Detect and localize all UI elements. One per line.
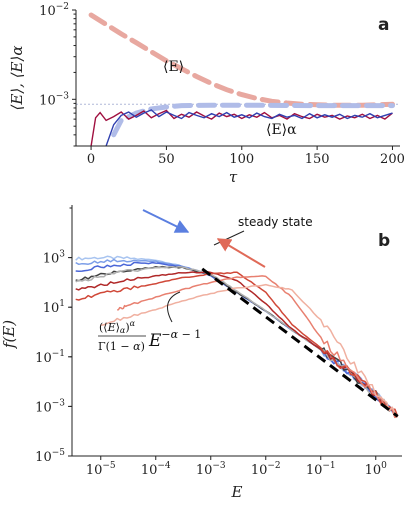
panel-b-xtick-label: 10−3 bbox=[196, 461, 226, 478]
formula-power: E−α − 1 bbox=[148, 328, 201, 351]
annotation-mean-E: ⟨E⟩ bbox=[163, 59, 184, 75]
panel-a-ytick-label: 10−2 bbox=[39, 2, 69, 19]
panel-a-ytick-label: 10−3 bbox=[39, 91, 69, 108]
panel-b-xtick-label: 10−1 bbox=[306, 461, 336, 478]
panel-b-ytick-label: 101 bbox=[43, 299, 65, 316]
panel-b-series bbox=[76, 256, 398, 417]
formula: (⟨E⟩α)α Γ(1 − α) E−α − 1 bbox=[98, 319, 201, 353]
panel-b-ytick-label: 10−1 bbox=[35, 349, 65, 366]
panel-b-ytick-label: 10−5 bbox=[35, 448, 65, 465]
panel-a-xtick-label: 200 bbox=[380, 152, 405, 167]
annotation-steady-state: steady state bbox=[238, 215, 313, 229]
panel-b-ylabel: f(E) bbox=[0, 320, 18, 349]
formula-numerator: (⟨E⟩α)α bbox=[99, 319, 136, 335]
panel-b-xtick-label: 100 bbox=[365, 461, 388, 478]
panel-b-xlabel: E bbox=[231, 483, 243, 501]
panel-a-xtick-label: 100 bbox=[229, 152, 254, 167]
panel-b-series-1 bbox=[76, 260, 398, 417]
panel-b-xtick-label: 10−4 bbox=[141, 461, 171, 478]
steady-state-pointer bbox=[214, 231, 244, 245]
panel-a-xtick-label: 150 bbox=[305, 152, 330, 167]
panel-a-xtick-label: 0 bbox=[87, 152, 95, 167]
panel-b: 10−5 10−4 10−3 10−2 10−1 100 103 101 10−1 10−3 10−… bbox=[0, 205, 402, 501]
panel-b-ticks: 10−5 10−4 10−3 10−2 10−1 100 103 101 10−1 10−3 10−… bbox=[35, 208, 387, 478]
arrow-blue bbox=[143, 210, 188, 232]
formula-pointer bbox=[168, 292, 181, 322]
panel-a-series-1 bbox=[114, 105, 393, 135]
panel-a-xlabel: τ bbox=[229, 168, 238, 186]
panel-b-xtick-label: 10−5 bbox=[86, 461, 116, 478]
panel-a-series-0 bbox=[91, 15, 392, 105]
annotation-mean-E-alpha: ⟨E⟩α bbox=[266, 122, 297, 138]
panel-b-ytick-label: 103 bbox=[43, 250, 66, 267]
panel-b-xtick-label: 10−2 bbox=[251, 461, 281, 478]
panel-a-ylabel: ⟨E⟩, ⟨E⟩α bbox=[8, 46, 26, 111]
panel-a-series-2 bbox=[91, 111, 392, 147]
panel-b-label: b bbox=[378, 231, 390, 251]
panel-b-series-8 bbox=[101, 285, 398, 417]
panel-b-ytick-label: 10−3 bbox=[35, 398, 65, 415]
panel-a-label: a bbox=[378, 15, 389, 35]
panel-a: 0 50 100 150 200 10−2 10−3 a τ ⟨E⟩, ⟨E⟩α ⟨E⟩ ⟨… bbox=[8, 2, 405, 186]
panel-a-ticks: 0 50 100 150 200 10−2 10−3 bbox=[39, 2, 405, 167]
panel-b-power-law-line bbox=[202, 269, 397, 416]
formula-denominator: Γ(1 − α) bbox=[98, 340, 145, 353]
panel-a-xtick-label: 50 bbox=[158, 152, 175, 167]
arrow-red bbox=[218, 239, 265, 267]
panel-a-series bbox=[76, 15, 400, 146]
